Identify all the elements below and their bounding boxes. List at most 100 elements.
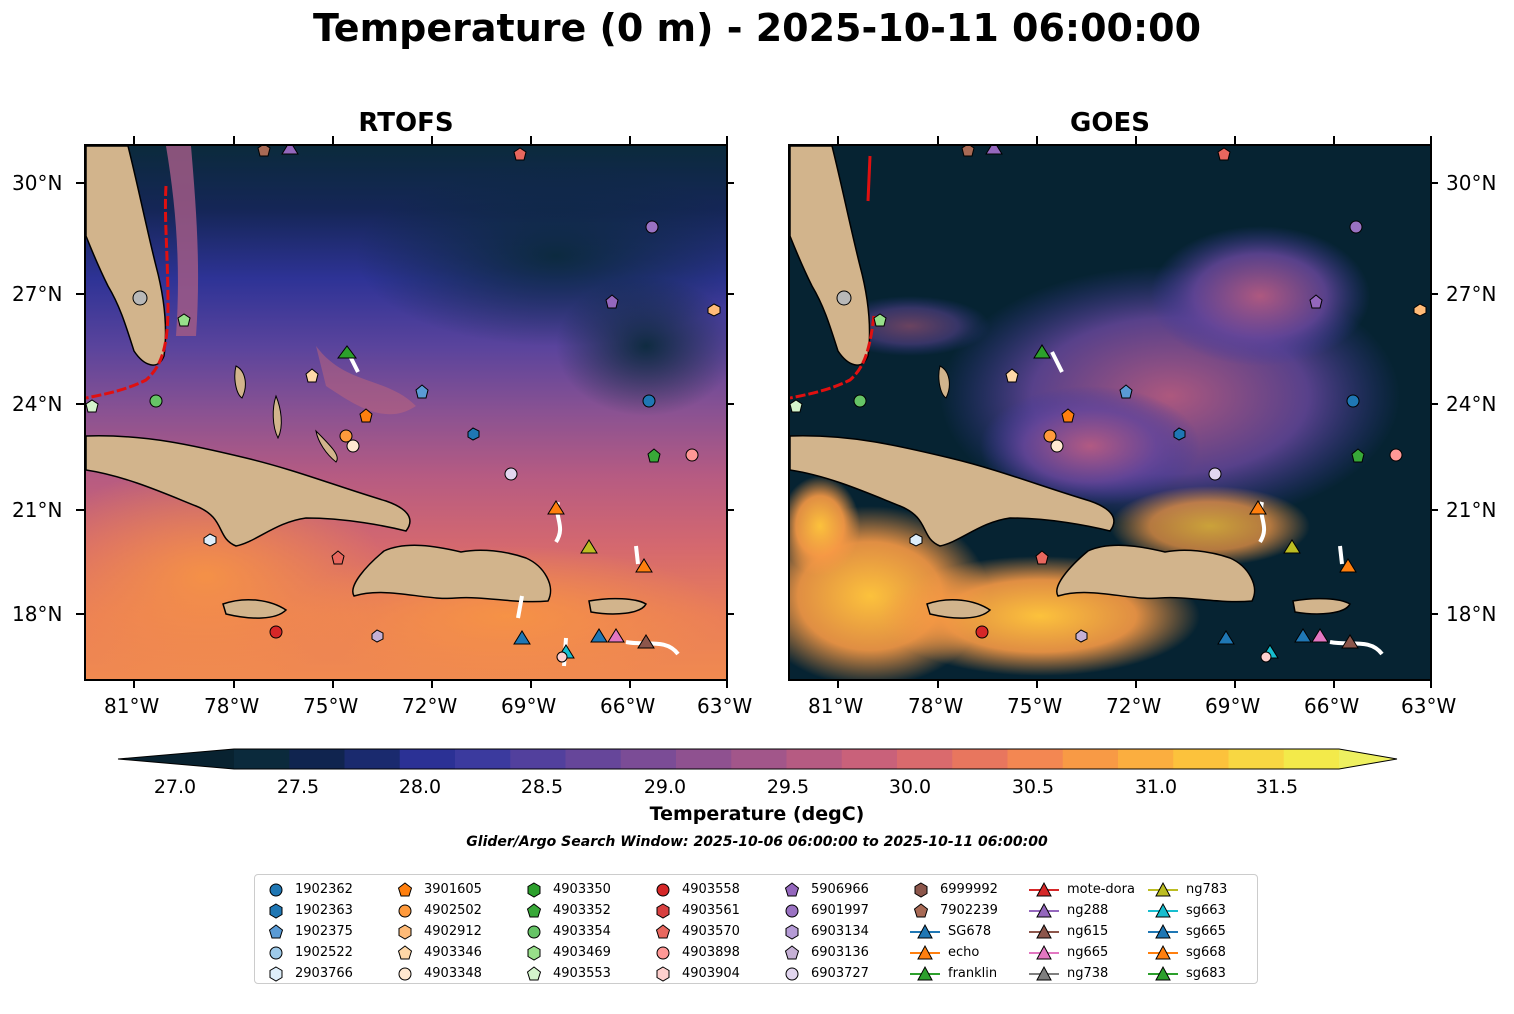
legend-item[interactable]: sg668 [1148, 942, 1227, 963]
legend-item[interactable]: 4903352 [523, 900, 611, 921]
marker-circle[interactable] [1349, 220, 1363, 234]
marker-pentagon[interactable] [790, 399, 803, 413]
marker-triangle[interactable] [513, 630, 531, 645]
legend-item[interactable]: 4902502 [394, 900, 482, 921]
marker-triangle[interactable] [590, 628, 608, 643]
marker-triangle[interactable] [1341, 634, 1359, 649]
marker-circle[interactable] [1389, 448, 1403, 462]
legend-item[interactable]: 4903904 [652, 963, 740, 984]
marker-circle[interactable] [1043, 429, 1057, 443]
marker-hexagon[interactable] [331, 550, 345, 565]
marker-triangle[interactable] [637, 634, 655, 649]
marker-hexagon[interactable] [1035, 550, 1049, 565]
legend-item[interactable]: 1902363 [265, 900, 353, 921]
legend-item[interactable]: sg665 [1148, 921, 1227, 942]
marker-triangle[interactable] [547, 500, 565, 515]
legend-item[interactable]: 6903136 [781, 942, 869, 963]
marker-triangle[interactable] [1033, 344, 1051, 359]
legend-item[interactable]: 4903346 [394, 942, 482, 963]
marker-pentagon[interactable] [605, 294, 619, 309]
goes-map[interactable] [788, 144, 1432, 681]
legend-item[interactable]: 4903354 [523, 921, 611, 942]
legend-item[interactable]: franklin [910, 963, 998, 984]
marker-pentagon[interactable] [961, 146, 975, 157]
legend-item[interactable]: 6903727 [781, 963, 869, 984]
legend-item[interactable]: 7902239 [910, 900, 998, 921]
marker-circle[interactable] [975, 625, 989, 639]
marker-pentagon[interactable] [1351, 448, 1365, 463]
legend-item[interactable]: 4903898 [652, 942, 740, 963]
marker-circle[interactable] [645, 220, 659, 234]
legend-item[interactable]: ng288 [1029, 900, 1135, 921]
marker-triangle[interactable] [1217, 630, 1235, 645]
marker-triangle[interactable] [337, 345, 357, 359]
marker-triangle[interactable] [281, 146, 299, 155]
marker-triangle[interactable] [985, 146, 1003, 155]
legend-item[interactable]: 4903469 [523, 942, 611, 963]
marker-circle[interactable] [685, 448, 699, 462]
marker-circle[interactable] [853, 394, 867, 408]
legend-item[interactable]: 6999992 [910, 879, 998, 900]
marker-hexagon[interactable] [1173, 427, 1186, 441]
legend-item[interactable]: mote-dora [1029, 879, 1135, 900]
legend-item[interactable]: 3901605 [394, 879, 482, 900]
legend-item[interactable]: ng738 [1029, 963, 1135, 984]
marker-triangle[interactable] [1249, 500, 1267, 515]
marker-pentagon[interactable] [415, 384, 429, 399]
legend-item[interactable]: 4902912 [394, 921, 482, 942]
marker-circle[interactable] [269, 625, 283, 639]
marker-circle[interactable] [556, 651, 568, 663]
legend-item[interactable]: 1902362 [265, 879, 353, 900]
legend-item[interactable]: 4903561 [652, 900, 740, 921]
marker-pentagon[interactable] [359, 408, 373, 423]
marker-triangle[interactable] [635, 558, 653, 573]
legend-item[interactable]: echo [910, 942, 998, 963]
legend-item[interactable]: 4903350 [523, 879, 611, 900]
legend-item[interactable]: 4903570 [652, 921, 740, 942]
legend-item[interactable]: sg663 [1148, 900, 1227, 921]
legend-item[interactable]: 2903766 [265, 963, 353, 984]
marker-grey-circle[interactable] [836, 290, 852, 306]
marker-circle[interactable] [346, 439, 360, 453]
marker-pentagon[interactable] [305, 368, 319, 383]
marker-triangle[interactable] [1283, 539, 1301, 554]
marker-triangle[interactable] [580, 539, 598, 554]
marker-pentagon[interactable] [513, 147, 527, 161]
marker-pentagon[interactable] [1309, 294, 1323, 309]
marker-hexagon[interactable] [1413, 303, 1427, 317]
legend-item[interactable]: 4903553 [523, 963, 611, 984]
marker-pentagon[interactable] [647, 448, 661, 463]
marker-grey-circle[interactable] [132, 290, 148, 306]
marker-hexagon[interactable] [203, 533, 217, 547]
marker-pentagon[interactable] [177, 313, 191, 327]
legend-item[interactable]: 4903558 [652, 879, 740, 900]
marker-triangle[interactable] [1311, 628, 1329, 643]
marker-circle[interactable] [1208, 467, 1222, 481]
marker-pentagon[interactable] [873, 313, 887, 327]
marker-pentagon[interactable] [1061, 408, 1075, 423]
marker-hexagon[interactable] [909, 533, 923, 547]
marker-circle[interactable] [339, 429, 353, 443]
legend-item[interactable]: 1902522 [265, 942, 353, 963]
legend-item[interactable]: 6903134 [781, 921, 869, 942]
legend-item[interactable]: 1902375 [265, 921, 353, 942]
marker-circle[interactable] [504, 467, 518, 481]
legend-item[interactable]: ng665 [1029, 942, 1135, 963]
marker-pentagon[interactable] [257, 146, 271, 157]
marker-triangle[interactable] [1339, 558, 1357, 573]
rtofs-map[interactable] [84, 144, 728, 681]
marker-circle[interactable] [642, 394, 656, 408]
marker-circle[interactable] [1260, 651, 1272, 663]
marker-pentagon[interactable] [1005, 368, 1019, 383]
marker-hexagon[interactable] [371, 629, 384, 643]
marker-circle[interactable] [149, 394, 163, 408]
marker-pentagon[interactable] [86, 399, 99, 413]
legend-item[interactable]: 4903348 [394, 963, 482, 984]
legend-item[interactable]: ng615 [1029, 921, 1135, 942]
marker-hexagon[interactable] [467, 427, 480, 441]
marker-hexagon[interactable] [1075, 629, 1088, 643]
marker-pentagon[interactable] [1119, 384, 1133, 399]
marker-circle[interactable] [1050, 439, 1064, 453]
legend-item[interactable]: ng783 [1148, 879, 1227, 900]
legend-item[interactable]: SG678 [910, 921, 998, 942]
